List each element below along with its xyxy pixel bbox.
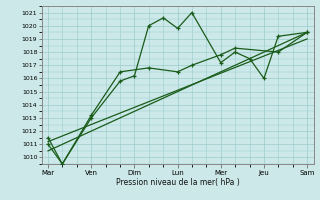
X-axis label: Pression niveau de la mer( hPa ): Pression niveau de la mer( hPa ) (116, 178, 239, 187)
